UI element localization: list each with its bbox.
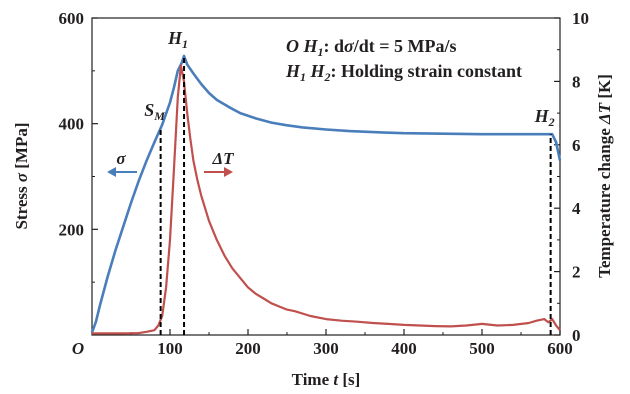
y-left-tick-label: 600 <box>59 9 85 28</box>
y-right-tick-label: 6 <box>572 136 581 155</box>
marker-label: H2 <box>534 106 555 129</box>
marker-label: H1 <box>167 28 188 51</box>
delta-t-arrow: ΔT <box>204 149 234 177</box>
x-tick-label: 300 <box>313 339 339 358</box>
sigma-arrow-label: σ <box>116 149 126 168</box>
y-right-tick-label: 4 <box>572 199 581 218</box>
y-right-tick-label: 10 <box>572 9 589 28</box>
y-left-axis-label: Stress σ [MPa] <box>12 122 31 229</box>
origin-label: O <box>72 339 84 358</box>
x-tick-label: 500 <box>469 339 495 358</box>
annotation-loading-rate: O H1: dσ/dt = 5 MPa/s <box>286 36 456 59</box>
series-layer <box>90 54 562 335</box>
sigma-arrow: σ <box>107 149 137 177</box>
marker-label: SM <box>144 100 165 123</box>
x-axis-label: Time t [s] <box>292 370 361 389</box>
x-tick-label: 400 <box>391 339 417 358</box>
y-left-tick-label: 200 <box>59 220 85 239</box>
x-tick-label: 100 <box>157 339 183 358</box>
y-right-axis-label: Temperature change ΔT [K] <box>595 74 614 278</box>
temperature-series-line <box>92 64 561 335</box>
x-tick-label: 200 <box>235 339 261 358</box>
delta-t-arrow-label: ΔT <box>211 149 234 168</box>
y-right-tick-label: 2 <box>572 263 581 282</box>
x-tick-label: 600 <box>547 339 573 358</box>
stress-series-line <box>90 54 562 333</box>
y-left-tick-label: 400 <box>59 115 85 134</box>
sigma-arrow-head <box>107 167 116 177</box>
delta-t-arrow-head <box>224 167 233 177</box>
annotation-holding: H1 H2: Holding strain constant <box>285 61 522 84</box>
y-right-tick-label: 8 <box>572 72 581 91</box>
marker-layer: SM H1 H2 <box>144 28 555 335</box>
y-right-tick-label: 0 <box>572 326 581 345</box>
